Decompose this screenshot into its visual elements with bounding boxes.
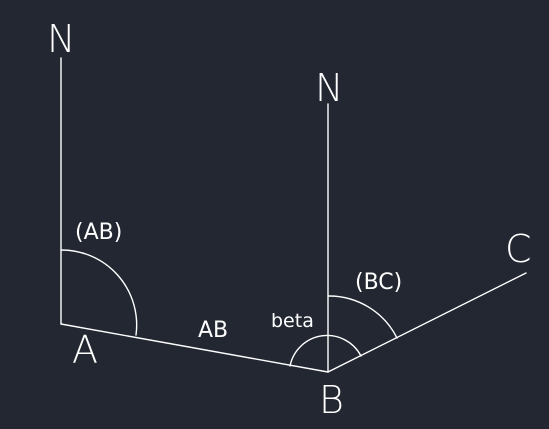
azimuth-label-bc: (BC) <box>355 270 402 295</box>
north-label-b: N <box>315 66 343 110</box>
angle-beta-arc <box>289 334 362 367</box>
azimuth-arc-bc <box>327 295 398 339</box>
north-label-a: N <box>47 17 75 61</box>
point-label-b: B <box>319 378 344 422</box>
azimuth-arc-ab <box>60 249 138 336</box>
line-ab <box>60 323 329 373</box>
point-label-c: C <box>505 227 532 271</box>
azimuth-label-ab: (AB) <box>75 220 122 245</box>
angle-label-beta: beta <box>271 310 314 332</box>
segment-label-ab: AB <box>198 318 228 343</box>
point-label-a: A <box>72 328 98 372</box>
